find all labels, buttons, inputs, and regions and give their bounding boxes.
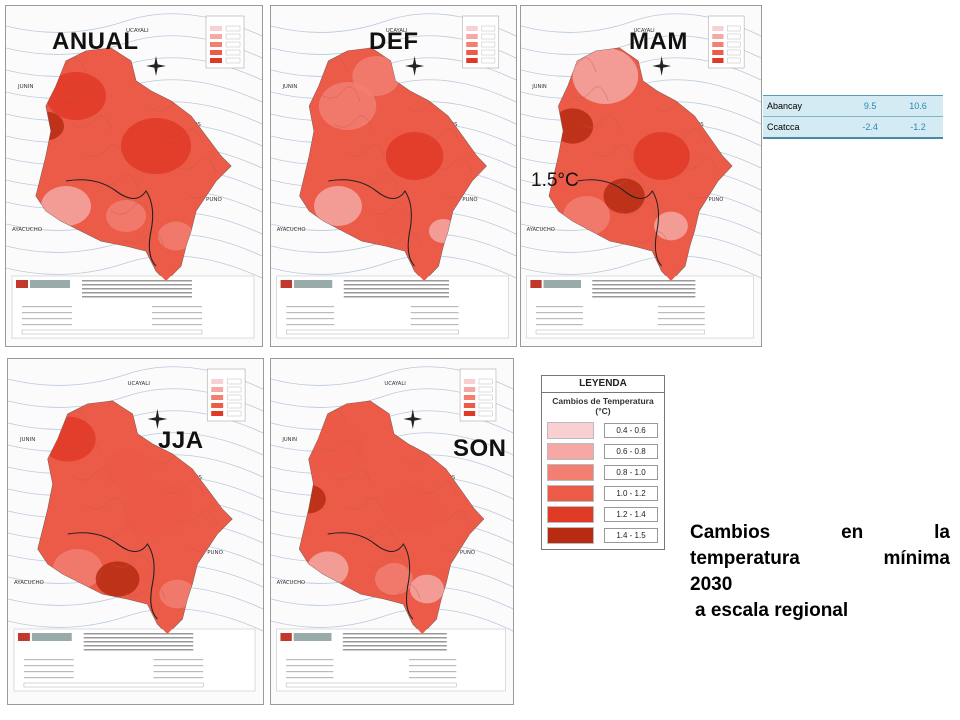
- legend-swatch: [547, 506, 594, 523]
- station-value-1: 9.5: [847, 95, 894, 117]
- season-label-def: DEF: [369, 28, 419, 55]
- season-label-jja: JJA: [158, 427, 204, 454]
- legend-subtitle-line1: Cambios de Temperatura: [552, 396, 654, 406]
- map-info-block: [276, 275, 509, 339]
- map-info-block: [276, 628, 506, 692]
- legend-swatch: [547, 422, 594, 439]
- region-map-jja: UCAYALIJUNINMADRE DE DIOSCUSCOAPURIMACAY…: [8, 366, 263, 692]
- map-panel-mam: UCAYALIJUNINMADRE DE DIOSCUSCOAPURIMACAY…: [520, 5, 762, 347]
- mini-legend: [462, 15, 500, 69]
- place-label: PUNO: [462, 197, 477, 203]
- place-label: UCAYALI: [386, 28, 408, 34]
- caption-word: en: [841, 522, 864, 543]
- station-name: Ccatcca: [763, 116, 848, 139]
- legend-subtitle-line2: (°C): [595, 406, 611, 416]
- slide-caption: Cambios en la temperatura mínima 2030 a …: [690, 520, 950, 624]
- legend-range-label: 1.4 - 1.5: [604, 528, 658, 543]
- legend-item: 1.2 - 1.4: [547, 504, 658, 525]
- legend-range-label: 0.8 - 1.0: [604, 465, 658, 480]
- place-label: UCAYALI: [128, 381, 151, 387]
- caption-word: temperatura: [690, 548, 800, 569]
- north-arrow-icon: [403, 409, 423, 429]
- map-panel-anual: UCAYALIJUNINMADRE DE DIOSCUSCOAPURIMACAY…: [5, 5, 263, 347]
- map-panel-jja: UCAYALIJUNINMADRE DE DIOSCUSCOAPURIMACAY…: [7, 358, 264, 705]
- caption-line-3: 2030: [690, 574, 733, 595]
- caption-word: mínima: [883, 548, 950, 569]
- place-label: PUNO: [709, 197, 724, 203]
- place-label: JUNIN: [282, 84, 298, 90]
- mini-legend: [708, 15, 745, 69]
- legend-title: LEYENDA: [542, 376, 664, 393]
- legend-item: 0.8 - 1.0: [547, 462, 658, 483]
- region-map-son: UCAYALIJUNINMADRE DE DIOSCUSCOAPURIMACAY…: [271, 366, 513, 692]
- temperature-callout: 1.5°C: [531, 170, 579, 191]
- legend-item: 1.0 - 1.2: [547, 483, 658, 504]
- place-label: PUNO: [207, 550, 223, 556]
- caption-line-1: Cambios en la: [690, 520, 950, 546]
- place-label: JUNIN: [531, 84, 547, 90]
- legend-range-label: 0.6 - 0.8: [604, 444, 658, 459]
- legend-item: 0.6 - 0.8: [547, 441, 658, 462]
- place-label: UCAYALI: [634, 28, 656, 34]
- place-label: AYACUCHO: [14, 580, 44, 586]
- table-row: Ccatcca -2.4 -1.2: [763, 116, 943, 139]
- place-label: UCAYALI: [126, 28, 149, 34]
- legend-swatch: [547, 464, 594, 481]
- place-label: AYACUCHO: [527, 227, 555, 233]
- station-value-2: -1.2: [893, 116, 943, 139]
- legend-swatch: [547, 527, 594, 544]
- place-label: JUNIN: [17, 84, 34, 90]
- legend-swatch: [547, 485, 594, 502]
- north-arrow-icon: [404, 56, 425, 76]
- place-label: AYACUCHO: [277, 580, 305, 586]
- north-arrow-icon: [652, 56, 671, 76]
- legend-range-label: 0.4 - 0.6: [604, 423, 658, 438]
- place-label: PUNO: [460, 550, 475, 556]
- legend-swatch: [547, 443, 594, 460]
- season-label-mam: MAM: [629, 28, 688, 55]
- region-map-mam: UCAYALIJUNINMADRE DE DIOSCUSCOAPURIMACAY…: [521, 13, 761, 339]
- legend-range-label: 1.2 - 1.4: [604, 507, 658, 522]
- region-map-anual: UCAYALIJUNINMADRE DE DIOSCUSCOAPURIMACAY…: [6, 13, 262, 339]
- place-label: AYACUCHO: [12, 227, 43, 233]
- map-info-block: [526, 275, 754, 339]
- table-row: Abancay 9.5 10.6: [763, 95, 943, 117]
- legend-items: 0.4 - 0.6 0.6 - 0.8 0.8 - 1.0 1.0 - 1.2 1.2 …: [547, 420, 658, 546]
- place-label: UCAYALI: [384, 381, 406, 387]
- map-panel-son: UCAYALIJUNINMADRE DE DIOSCUSCOAPURIMACAY…: [270, 358, 514, 705]
- map-info-block: [11, 275, 255, 339]
- place-label: PUNO: [206, 197, 222, 203]
- legend-item: 0.4 - 0.6: [547, 420, 658, 441]
- season-label-anual: ANUAL: [52, 28, 139, 55]
- place-label: JUNIN: [281, 437, 297, 443]
- mini-legend: [206, 368, 246, 422]
- temperature-legend: LEYENDA Cambios de Temperatura (°C) 0.4 …: [541, 375, 665, 550]
- caption-line-4: a escala regional: [695, 600, 849, 621]
- place-label: JUNIN: [19, 437, 35, 443]
- season-label-son: SON: [453, 435, 507, 462]
- north-arrow-icon: [147, 409, 168, 429]
- mini-legend: [459, 368, 497, 422]
- legend-subtitle: Cambios de Temperatura (°C): [542, 396, 664, 416]
- caption-word: Cambios: [690, 522, 771, 543]
- station-value-2: 10.6: [893, 95, 943, 117]
- station-value-1: -2.4: [847, 116, 894, 139]
- caption-word: la: [934, 522, 950, 543]
- legend-range-label: 1.0 - 1.2: [604, 486, 658, 501]
- region-map-def: UCAYALIJUNINMADRE DE DIOSCUSCOAPURIMACAY…: [271, 13, 516, 339]
- north-arrow-icon: [146, 56, 166, 76]
- station-name: Abancay: [763, 95, 848, 117]
- caption-line-2: temperatura mínima: [690, 546, 950, 572]
- map-panel-def: UCAYALIJUNINMADRE DE DIOSCUSCOAPURIMACAY…: [270, 5, 517, 347]
- map-info-block: [13, 628, 256, 692]
- mini-legend: [205, 15, 245, 69]
- legend-item: 1.4 - 1.5: [547, 525, 658, 546]
- station-stats-table: Abancay 9.5 10.6 Ccatcca -2.4 -1.2: [763, 95, 943, 139]
- place-label: AYACUCHO: [277, 227, 306, 233]
